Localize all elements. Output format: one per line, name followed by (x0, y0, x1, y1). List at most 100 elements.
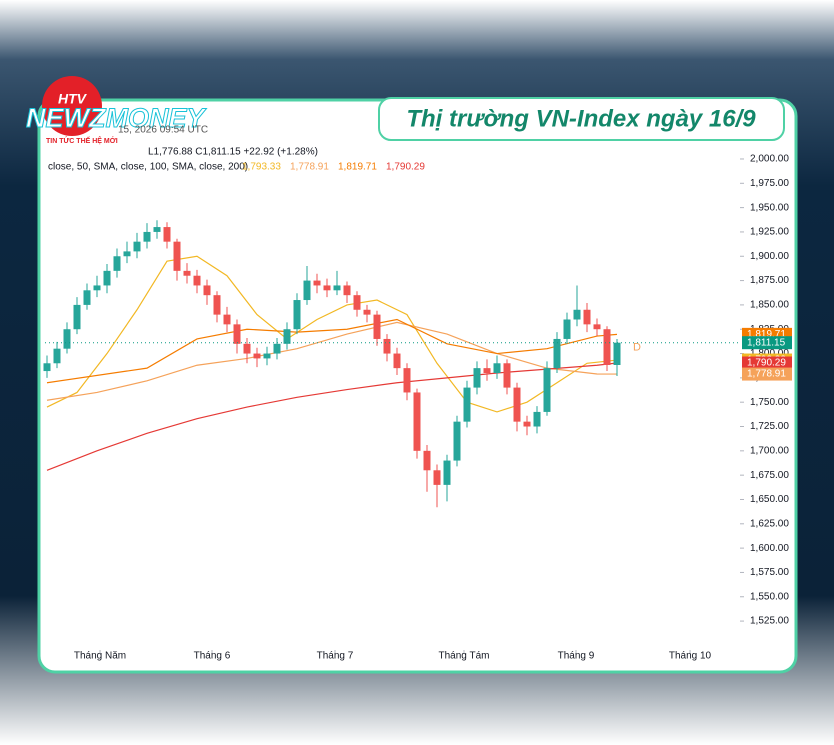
ohlc-line: L1,776.88 C1,811.15 +22.92 (+1.28%) (148, 147, 318, 158)
candle-body (303, 280, 311, 301)
candle-body (473, 368, 481, 388)
price-label-bg (742, 367, 792, 381)
candle-body (593, 324, 601, 330)
candle-body (293, 300, 301, 330)
x-tick-label: Tháng 6 (194, 651, 231, 662)
x-tick-label: Tháng Tám (439, 651, 490, 662)
candle-body (463, 387, 471, 422)
candle-body (43, 363, 51, 372)
legend-value: 1,790.29 (386, 162, 425, 173)
header-title: Thị trường VN-Index ngày 16/9 (406, 105, 756, 132)
candle-body (213, 295, 221, 315)
candle-body (153, 227, 161, 232)
candle-body (413, 392, 421, 451)
price-label: 1,778.91 (747, 369, 786, 380)
y-tick-label: 1,875.00 (750, 275, 789, 286)
candle-body (73, 304, 81, 330)
x-tick-label: Tháng 10 (669, 651, 712, 662)
timestamp: 15, 2026 09:54 UTC (118, 125, 208, 136)
y-tick-label: 1,850.00 (750, 300, 789, 311)
session-marker: D (633, 342, 641, 354)
candle-body (433, 470, 441, 485)
candle-body (243, 343, 251, 354)
logo-badge-text: HTV (58, 91, 88, 107)
logo-tagline: TIN TỨC THẾ HỆ MỚI (46, 135, 118, 145)
candle-body (183, 270, 191, 276)
candle-body (203, 285, 211, 296)
candle-body (423, 450, 431, 471)
candle-body (133, 241, 141, 252)
candle-body (543, 368, 551, 412)
candle-body (273, 343, 281, 354)
candle-body (573, 309, 581, 320)
candle-body (223, 314, 231, 325)
candle-body (533, 411, 541, 427)
candle-body (613, 342, 621, 365)
candle-body (253, 353, 261, 359)
ma-line (46, 255, 618, 413)
y-tick-label: 1,550.00 (750, 591, 789, 602)
y-tick-label: 1,675.00 (750, 470, 789, 481)
y-tick-label: 1,725.00 (750, 421, 789, 432)
legend-value: 1,819.71 (338, 162, 377, 173)
candle-body (453, 421, 461, 461)
y-tick-label: 1,750.00 (750, 397, 789, 408)
candle-body (443, 460, 451, 485)
candle-body (603, 329, 611, 365)
candle-body (503, 363, 511, 388)
plot: 1,525.00 1,550.00 1,575.00 1,600.00 1,625.00… (43, 154, 792, 662)
candle-body (53, 348, 61, 364)
candle-body (63, 329, 71, 349)
candle-body (83, 290, 91, 305)
legend-value: 1,778.91 (290, 162, 329, 173)
candle-body (353, 295, 361, 310)
candle-body (173, 241, 181, 271)
y-tick-label: 1,525.00 (750, 616, 789, 627)
candle-body (513, 387, 521, 422)
candle-body (383, 338, 391, 354)
y-tick-label: 1,975.00 (750, 178, 789, 189)
candle-body (363, 309, 371, 315)
chart-panel (37, 98, 798, 674)
x-tick-label: Tháng Năm (74, 651, 126, 662)
candle-body (373, 314, 381, 339)
logo-brand: NEWZMONEY (26, 103, 207, 133)
price-label: 1,819.71 (747, 329, 786, 340)
indicator-line: close, 50, SMA, close, 100, SMA, close, … (48, 162, 248, 173)
candle-body (163, 227, 171, 242)
candle-body (123, 251, 131, 257)
candle-body (553, 338, 561, 369)
candle-body (233, 324, 241, 344)
candle-body (113, 256, 121, 271)
candle-body (343, 285, 351, 296)
y-tick-label: 1,650.00 (750, 494, 789, 505)
candle-body (323, 285, 331, 291)
y-tick-label: 1,900.00 (750, 251, 789, 262)
candle-body (103, 270, 111, 286)
legend-value: 1,793.33 (242, 162, 281, 173)
price-label-bg (742, 356, 792, 370)
price-label: 1,790.29 (747, 358, 786, 369)
candle-body (583, 309, 591, 325)
y-tick-label: 1,625.00 (750, 518, 789, 529)
candle-body (263, 353, 271, 359)
candle-body (493, 363, 501, 374)
y-tick-label: 1,950.00 (750, 202, 789, 213)
y-tick-label: 1,700.00 (750, 445, 789, 456)
y-tick-label: 1,575.00 (750, 567, 789, 578)
candle-body (143, 231, 151, 242)
candle-body (283, 329, 291, 344)
candle-body (403, 368, 411, 393)
title-pill (378, 97, 785, 141)
y-tick-label: 1,600.00 (750, 543, 789, 554)
price-label-bg (742, 336, 792, 350)
candle-body (393, 353, 401, 369)
candle-body (523, 421, 531, 427)
price-label: 1,811.15 (747, 337, 786, 348)
candle-body (333, 285, 341, 291)
candle-body (93, 285, 101, 291)
candle-body (193, 275, 201, 286)
x-tick-label: Tháng 7 (317, 651, 354, 662)
